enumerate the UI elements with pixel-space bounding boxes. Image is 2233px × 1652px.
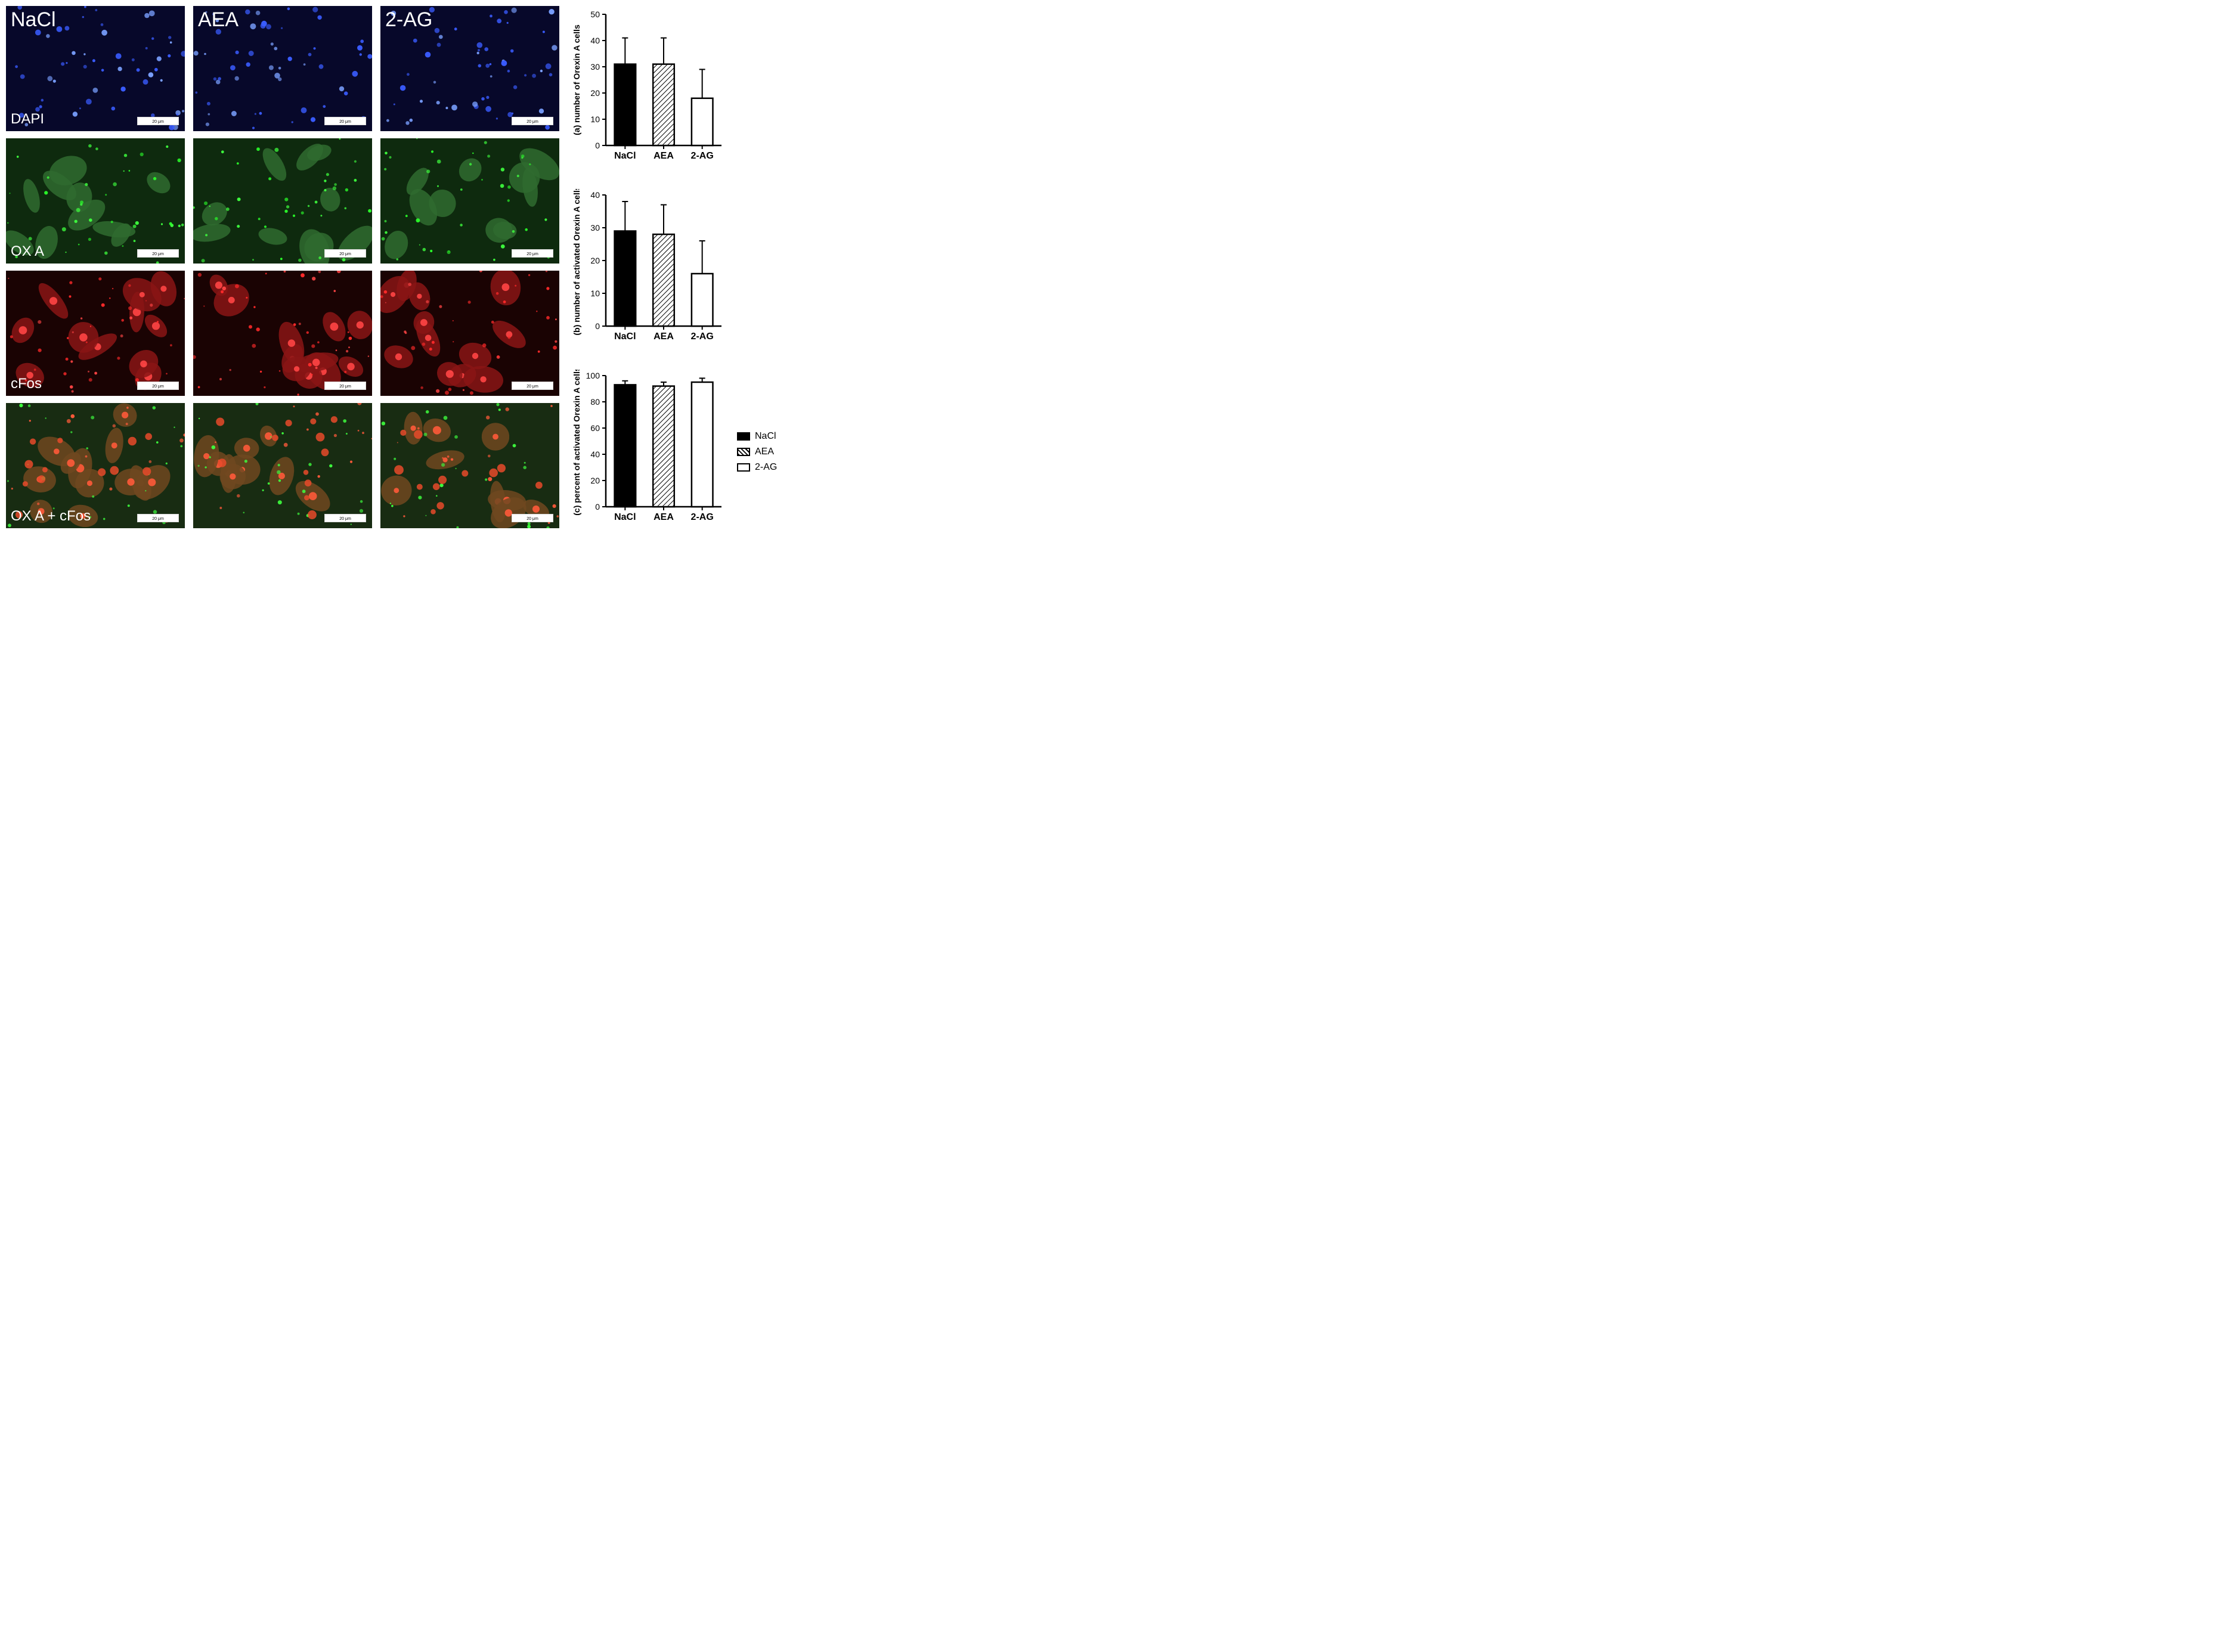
legend-swatch <box>737 432 750 441</box>
micrograph-panel: 20 μm <box>380 138 559 264</box>
legend-item: 2-AG <box>737 462 777 473</box>
scalebar-label: 20 μm <box>526 120 538 124</box>
svg-text:NaCl: NaCl <box>614 151 636 161</box>
svg-text:2-AG: 2-AG <box>691 512 714 522</box>
svg-text:60: 60 <box>590 423 600 433</box>
svg-text:2-AG: 2-AG <box>691 151 714 161</box>
scalebar: 20 μm <box>137 514 179 522</box>
scalebar-label: 20 μm <box>339 385 351 389</box>
scalebar-label: 20 μm <box>152 517 164 521</box>
scalebar-label: 20 μm <box>339 252 351 256</box>
svg-text:(c) percent of activated Orexi: (c) percent of activated Orexin A cells <box>572 370 581 516</box>
micrograph-panel: OX A 20 μm <box>6 138 185 264</box>
svg-text:(a) number of Orexin A cells: (a) number of Orexin A cells <box>572 24 581 135</box>
svg-text:100: 100 <box>586 371 600 380</box>
scalebar: 20 μm <box>137 382 179 390</box>
svg-text:30: 30 <box>590 223 600 233</box>
scalebar-label: 20 μm <box>339 120 351 124</box>
scalebar: 20 μm <box>137 117 179 125</box>
svg-text:AEA: AEA <box>654 331 674 342</box>
legend-label: 2-AG <box>755 462 777 473</box>
scalebar: 20 μm <box>324 514 366 522</box>
micrograph-panel: 20 μm <box>193 138 372 264</box>
row-stain-label: cFos <box>11 376 42 392</box>
micrograph-grid: NaClDAPI20 μmAEA20 μm2-AG20 μmOX A20 μm2… <box>6 6 559 534</box>
legend-label: AEA <box>755 447 774 457</box>
svg-text:20: 20 <box>590 88 600 98</box>
micrograph-panel: 20 μm <box>380 403 559 528</box>
svg-text:40: 40 <box>590 450 600 459</box>
micrograph-panel: 20 μm <box>193 403 372 528</box>
scalebar: 20 μm <box>324 249 366 258</box>
scalebar-label: 20 μm <box>526 252 538 256</box>
scalebar-label: 20 μm <box>152 120 164 124</box>
svg-text:20: 20 <box>590 256 600 265</box>
svg-text:40: 40 <box>590 190 600 200</box>
svg-text:20: 20 <box>590 476 600 485</box>
svg-text:80: 80 <box>590 397 600 407</box>
legend-item: NaCl <box>737 431 777 442</box>
chart-a: 0 10 20 30 40 50 NaCl AEA 2-AG (a) number of Orex… <box>571 8 726 172</box>
svg-text:30: 30 <box>590 62 600 72</box>
scalebar: 20 μm <box>512 514 553 522</box>
scalebar: 20 μm <box>512 117 553 125</box>
svg-text:0: 0 <box>595 321 600 331</box>
column-header-label: 2-AG <box>385 8 432 32</box>
micrograph-panel: AEA 20 μm <box>193 6 372 131</box>
svg-text:10: 10 <box>590 289 600 298</box>
scalebar: 20 μm <box>512 382 553 390</box>
svg-text:(b) number of activated Orexin: (b) number of activated Orexin A cells <box>572 189 581 336</box>
svg-text:50: 50 <box>590 10 600 19</box>
chart-b-row: 0 10 20 30 40 NaCl AEA 2-AG (b) number of activa… <box>571 189 777 353</box>
micrograph-panel: cFos 20 μm <box>6 271 185 396</box>
column-header-label: AEA <box>198 8 239 32</box>
svg-text:0: 0 <box>595 141 600 150</box>
row-stain-label: OX A <box>11 243 44 260</box>
svg-text:0: 0 <box>595 502 600 512</box>
micrograph-panel: 20 μm <box>380 271 559 396</box>
scalebar-label: 20 μm <box>339 517 351 521</box>
svg-text:NaCl: NaCl <box>614 331 636 342</box>
column-header-label: NaCl <box>11 8 56 32</box>
scalebar-label: 20 μm <box>526 517 538 521</box>
svg-text:NaCl: NaCl <box>614 512 636 522</box>
chart-c: 0 20 40 60 80 100 NaCl AEA 2-AG (c) percent of ac… <box>571 370 726 534</box>
micrograph-panel: OX A + cFos 20 μm <box>6 403 185 528</box>
svg-text:40: 40 <box>590 36 600 45</box>
micrograph-panel: 20 μm <box>193 271 372 396</box>
svg-text:AEA: AEA <box>654 512 674 522</box>
scalebar: 20 μm <box>512 249 553 258</box>
chart-b: 0 10 20 30 40 NaCl AEA 2-AG (b) number of activa… <box>571 189 726 353</box>
legend-item: AEA <box>737 447 777 457</box>
scalebar: 20 μm <box>324 382 366 390</box>
legend-swatch <box>737 448 750 456</box>
scalebar: 20 μm <box>137 249 179 258</box>
scalebar: 20 μm <box>324 117 366 125</box>
svg-text:AEA: AEA <box>654 151 674 161</box>
legend-label: NaCl <box>755 431 776 442</box>
bar-charts-column: 0 10 20 30 40 50 NaCl AEA 2-AG (a) number of Orex… <box>571 6 777 534</box>
micrograph-panel: NaCl DAPI 20 μm <box>6 6 185 131</box>
chart-c-row: 0 20 40 60 80 100 NaCl AEA 2-AG (c) percent of ac… <box>571 370 777 534</box>
legend-swatch <box>737 463 750 472</box>
scalebar-label: 20 μm <box>152 385 164 389</box>
figure-root: NaClDAPI20 μmAEA20 μm2-AG20 μmOX A20 μm2… <box>6 6 900 534</box>
svg-text:10: 10 <box>590 114 600 124</box>
row-stain-label: OX A + cFos <box>11 508 91 525</box>
row-stain-label: DAPI <box>11 111 44 128</box>
chart-a-row: 0 10 20 30 40 50 NaCl AEA 2-AG (a) number of Orex… <box>571 8 777 172</box>
scalebar-label: 20 μm <box>152 252 164 256</box>
scalebar-label: 20 μm <box>526 385 538 389</box>
svg-text:2-AG: 2-AG <box>691 331 714 342</box>
chart-legend: NaCl AEA 2-AG <box>737 431 777 473</box>
micrograph-panel: 2-AG 20 μm <box>380 6 559 131</box>
